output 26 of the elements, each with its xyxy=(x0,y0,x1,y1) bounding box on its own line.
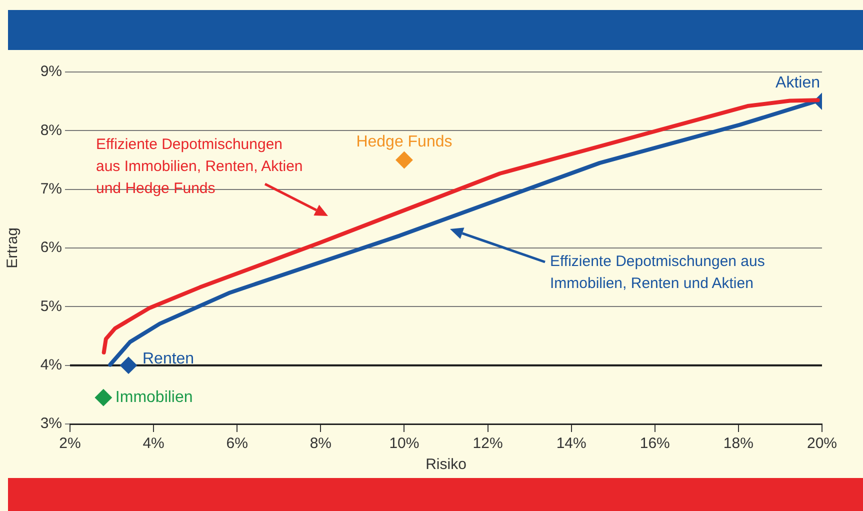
y-tick-label: 8% xyxy=(40,122,62,139)
x-axis-title: Risiko xyxy=(426,456,466,474)
x-tick-label: 8% xyxy=(310,435,332,452)
series-label: Renten xyxy=(142,350,194,368)
series-label: Aktien xyxy=(776,74,820,92)
point xyxy=(94,389,112,406)
y-axis-title: Ertrag xyxy=(4,228,22,268)
x-tick-label: 14% xyxy=(556,435,586,452)
point xyxy=(120,356,137,374)
x-tick-label: 6% xyxy=(226,435,248,452)
y-tick-label: 4% xyxy=(40,356,62,374)
x-tick-label: 12% xyxy=(472,435,503,452)
y-tick-label: 7% xyxy=(40,180,62,198)
y-tick-label: 5% xyxy=(40,298,62,315)
x-tick-label: 4% xyxy=(142,435,164,452)
y-tick-label: 6% xyxy=(40,239,62,256)
series-label: Hedge Funds xyxy=(356,133,452,150)
y-tick-label: 9% xyxy=(40,63,62,80)
y-tick-label: 3% xyxy=(40,415,62,432)
x-tick-label: 10% xyxy=(389,435,420,452)
annotation: Effiziente Depotmischungen aus Immobilien, Renten und Aktien xyxy=(550,252,766,294)
x-tick-label: 20% xyxy=(806,435,838,452)
x-tick-label: 16% xyxy=(640,435,670,452)
series-label: Immobilien xyxy=(115,389,193,406)
x-tick-label: 18% xyxy=(723,435,754,452)
x-tick-label: 2% xyxy=(59,435,81,452)
